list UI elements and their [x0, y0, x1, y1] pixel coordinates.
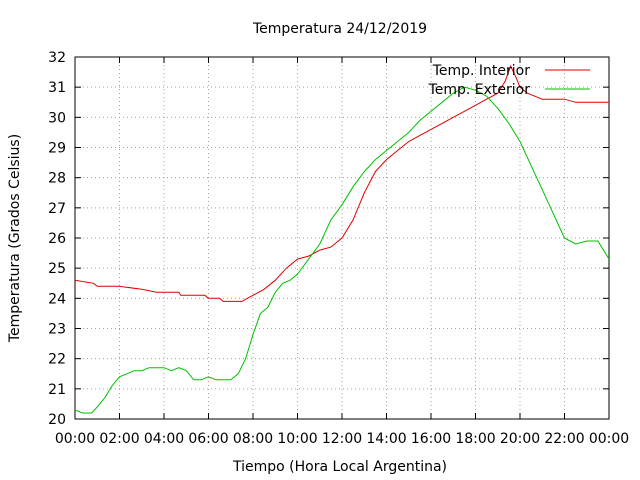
legend: Temp. Interior Temp. Exterior: [428, 63, 590, 98]
x-tick-label: 00:00: [55, 431, 95, 447]
chart-title: Temperatura 24/12/2019: [252, 21, 427, 37]
grid-lines: [75, 57, 609, 419]
x-tick-label: 04:00: [144, 431, 184, 447]
x-tick-label: 02:00: [99, 431, 139, 447]
y-tick-label: 22: [48, 352, 66, 368]
x-tick-label: 18:00: [455, 431, 495, 447]
y-tick-label: 32: [48, 50, 66, 66]
x-tick-label: 12:00: [322, 431, 362, 447]
y-axis-label: Temperatura (Grados Celsius): [7, 134, 23, 343]
y-tick-label: 20: [48, 412, 66, 428]
series-line-temp-interior: [74, 64, 609, 302]
x-tick-label: 22:00: [544, 431, 584, 447]
y-tick-label: 21: [48, 382, 66, 398]
x-tick-label: 20:00: [500, 431, 540, 447]
x-tick-label: 00:00: [589, 431, 629, 447]
y-tick-label: 31: [48, 80, 66, 96]
legend-label: Temp. Exterior: [428, 82, 531, 98]
y-tick-label: 24: [48, 291, 66, 307]
x-tick-label: 16:00: [411, 431, 451, 447]
y-tick-label: 29: [48, 141, 66, 157]
y-tick-label: 27: [48, 201, 66, 217]
y-tick-label: 28: [48, 171, 66, 187]
x-tick-label: 08:00: [233, 431, 273, 447]
y-tick-label: 30: [48, 110, 66, 126]
series-line-temp-exterior: [74, 86, 610, 414]
y-tick-label: 25: [48, 261, 66, 277]
x-axis-label: Tiempo (Hora Local Argentina): [232, 459, 447, 475]
x-axis-ticks: 00:00 02:00 04:00 06:00 08:00 10:00 12:00 14:00…: [55, 57, 629, 447]
y-axis-ticks: 20 21 22 23 24 25 26 27 28 29 30 31 32: [48, 50, 609, 428]
x-tick-label: 14:00: [366, 431, 406, 447]
y-tick-label: 23: [48, 322, 66, 338]
legend-label: Temp. Interior: [432, 63, 531, 79]
x-tick-label: 10:00: [277, 431, 317, 447]
x-tick-label: 06:00: [188, 431, 228, 447]
series-lines: [74, 64, 610, 414]
y-tick-label: 26: [48, 231, 66, 247]
